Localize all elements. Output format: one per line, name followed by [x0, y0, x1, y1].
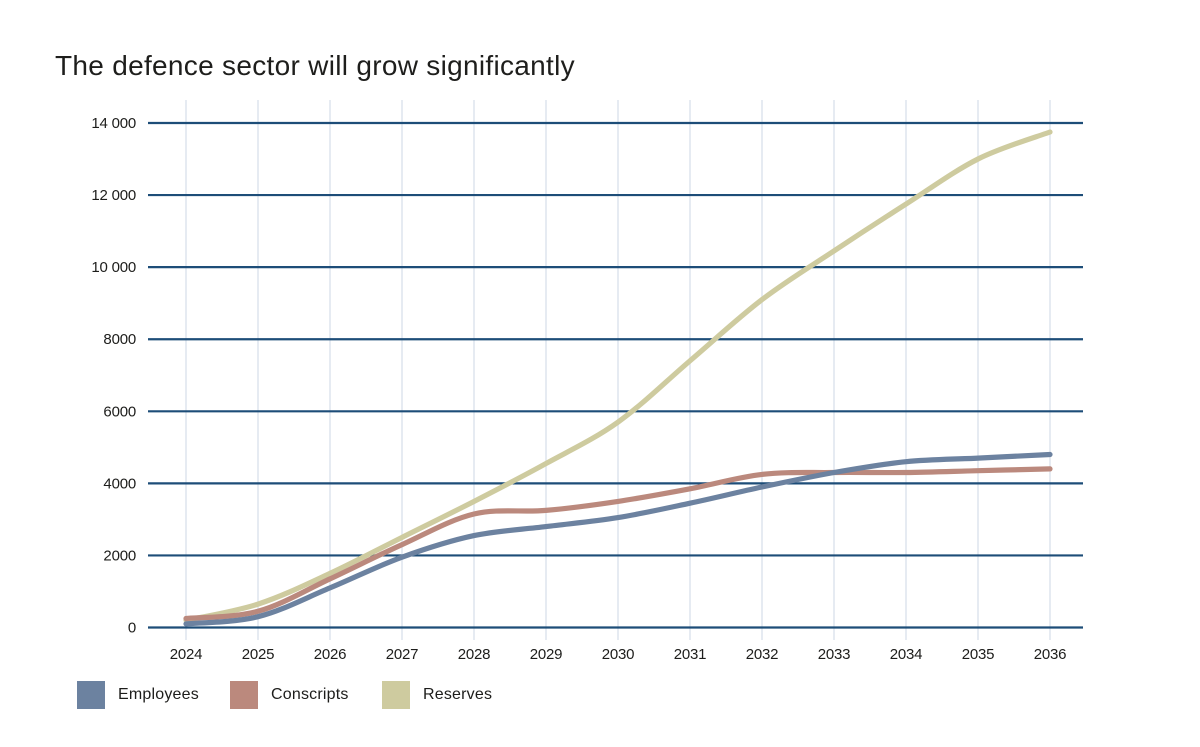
series-line-employees — [183, 451, 1053, 627]
legend-item-conscripts: Conscripts — [230, 681, 349, 709]
legend-label-reserves: Reserves — [423, 686, 493, 703]
y-tick-label: 14 000 — [91, 115, 136, 132]
chart-legend: Employees Conscripts Reserves — [0, 681, 1200, 711]
legend-swatch-employees — [77, 681, 105, 709]
series-line-reserves — [183, 129, 1053, 623]
x-tick-label: 2030 — [602, 646, 635, 663]
x-tick-label: 2026 — [314, 646, 347, 663]
x-tick-label: 2032 — [746, 646, 779, 663]
x-tick-label: 2034 — [890, 646, 923, 663]
legend-swatch-reserves — [382, 681, 410, 709]
x-tick-label: 2028 — [458, 646, 491, 663]
x-tick-label: 2036 — [1034, 646, 1067, 663]
y-tick-label: 12 000 — [91, 187, 136, 204]
y-tick-label: 8000 — [103, 331, 136, 348]
y-tick-label: 2000 — [103, 547, 136, 564]
legend-swatch-conscripts — [230, 681, 258, 709]
series-line-conscripts — [183, 466, 1053, 622]
y-tick-label: 10 000 — [91, 259, 136, 276]
y-tick-label: 4000 — [103, 475, 136, 492]
x-tick-label: 2035 — [962, 646, 995, 663]
x-tick-label: 2031 — [674, 646, 707, 663]
chart-title: The defence sector will grow significant… — [55, 50, 575, 81]
x-tick-label: 2029 — [530, 646, 563, 663]
x-tick-label: 2027 — [386, 646, 419, 663]
x-tick-label: 2033 — [818, 646, 851, 663]
legend-label-employees: Employees — [118, 686, 199, 703]
legend-item-reserves: Reserves — [382, 681, 492, 709]
legend-item-employees: Employees — [77, 681, 199, 709]
legend-label-conscripts: Conscripts — [271, 686, 349, 703]
x-tick-label: 2024 — [170, 646, 203, 663]
x-tick-label: 2025 — [242, 646, 275, 663]
y-tick-label: 6000 — [103, 403, 136, 420]
y-tick-label: 0 — [128, 620, 136, 637]
